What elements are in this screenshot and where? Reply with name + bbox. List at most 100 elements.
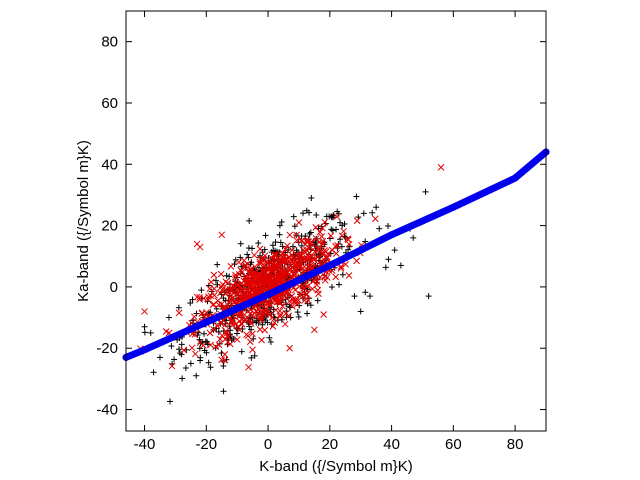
data-point-cross (327, 232, 335, 240)
data-point-cross (207, 341, 214, 349)
data-point-cross (286, 265, 294, 273)
data-point-cross (296, 252, 303, 259)
data-point-cross (215, 341, 223, 349)
x-tick-label: 40 (383, 436, 400, 453)
data-point-cross (218, 300, 226, 308)
data-point-cross (191, 350, 199, 358)
line-point (141, 346, 149, 354)
data-point-plus (171, 356, 178, 363)
x-tick-label: -20 (195, 436, 217, 453)
data-point-plus (329, 214, 336, 221)
data-point-plus (177, 350, 184, 357)
data-point-plus (366, 293, 373, 300)
data-point-cross (243, 331, 250, 339)
data-point-plus (220, 362, 227, 369)
data-point-plus (238, 348, 245, 355)
data-point-cross (334, 242, 341, 249)
data-point-plus (272, 239, 279, 246)
data-point-cross (321, 276, 329, 284)
data-point-plus (338, 243, 345, 250)
data-point-cross (175, 309, 183, 317)
data-point-cross (297, 290, 305, 298)
data-point-plus (269, 242, 276, 249)
y-tick-label: 80 (101, 34, 118, 51)
data-point-plus (328, 284, 335, 291)
data-point-cross (256, 260, 264, 268)
data-point-cross (264, 259, 272, 267)
data-point-cross (288, 251, 296, 259)
data-point-cross (247, 266, 255, 273)
data-point-plus (290, 213, 297, 220)
data-point-cross (275, 297, 282, 305)
data-point-cross (213, 322, 221, 329)
data-point-plus (214, 281, 221, 288)
data-point-cross (315, 246, 323, 254)
data-point-cross (230, 283, 238, 290)
data-point-cross (224, 279, 232, 287)
data-point-cross (345, 272, 353, 279)
data-point-cross (246, 338, 254, 346)
data-point-plus (196, 345, 203, 352)
data-point-cross (231, 298, 239, 305)
data-point-cross (247, 320, 255, 327)
data-point-cross (205, 293, 212, 301)
data-point-cross (301, 296, 309, 304)
data-point-cross (301, 284, 309, 292)
data-point-cross (332, 273, 340, 281)
data-point-cross (206, 285, 214, 293)
data-point-cross (217, 270, 225, 278)
data-point-plus (290, 243, 297, 250)
data-point-plus (187, 360, 194, 367)
data-point-cross (257, 314, 265, 321)
data-point-cross (310, 256, 318, 264)
data-point-cross (338, 232, 346, 240)
line-point (449, 203, 457, 211)
data-point-plus (167, 398, 174, 405)
data-point-cross (196, 243, 204, 251)
data-point-plus (357, 308, 364, 315)
data-point-cross (269, 322, 277, 330)
data-point-cross (246, 268, 254, 276)
data-point-cross (198, 309, 206, 317)
data-point-cross (273, 259, 280, 267)
data-point-cross (304, 236, 311, 243)
data-point-cross (223, 329, 231, 337)
data-point-cross (168, 362, 176, 370)
y-tick-label: -40 (96, 402, 118, 419)
data-point-plus (201, 330, 208, 337)
data-point-cross (249, 330, 256, 338)
data-point-plus (248, 326, 255, 333)
data-point-plus (193, 372, 200, 379)
data-point-cross (332, 242, 339, 250)
data-point-cross (228, 319, 236, 326)
data-point-cross (286, 231, 294, 239)
data-point-plus (168, 343, 175, 350)
data-point-plus (391, 247, 398, 254)
data-point-plus (245, 245, 252, 252)
data-point-cross (222, 278, 230, 286)
data-point-cross (244, 279, 251, 286)
data-point-plus (306, 209, 313, 216)
data-point-cross (214, 297, 222, 305)
data-point-cross (318, 233, 326, 240)
data-point-cross (289, 254, 297, 261)
regression-line (122, 148, 550, 361)
line-point (388, 231, 396, 239)
data-point-plus (298, 233, 305, 240)
data-point-cross (319, 224, 326, 232)
data-point-cross (180, 346, 188, 354)
data-point-cross (279, 302, 287, 310)
data-point-plus (353, 193, 360, 200)
data-point-cross (265, 273, 273, 280)
data-point-cross (251, 271, 259, 279)
data-point-cross (228, 317, 235, 325)
data-point-cross (286, 297, 293, 305)
data-point-cross (256, 245, 264, 253)
data-point-cross (190, 313, 198, 321)
data-point-cross (217, 283, 225, 291)
data-point-cross (337, 265, 345, 272)
data-point-plus (293, 247, 300, 254)
y-tick-label: 60 (101, 95, 118, 112)
data-point-plus (212, 277, 219, 284)
data-point-plus (150, 369, 157, 376)
